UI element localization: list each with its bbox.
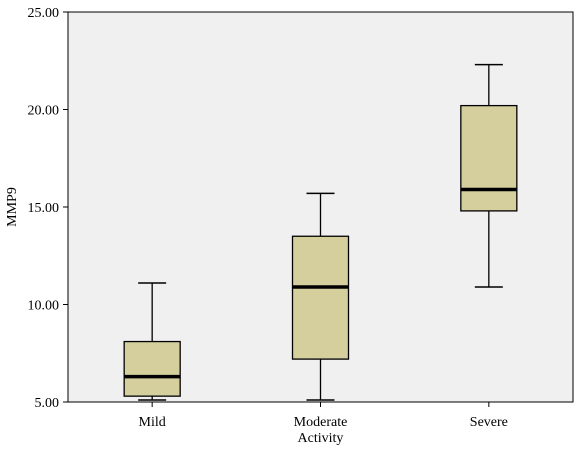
y-tick-label: 5.00: [35, 396, 60, 411]
x-tick-label: Mild: [139, 415, 166, 430]
y-tick-label: 20.00: [28, 104, 60, 119]
interquartile-box: [123, 340, 181, 397]
x-tick-label: Severe: [470, 415, 508, 430]
y-axis-label: MMP9: [5, 187, 20, 227]
y-tick-label: 10.00: [28, 299, 60, 314]
box-2: [291, 192, 350, 401]
box-1: [123, 282, 181, 401]
interquartile-box: [460, 104, 518, 212]
boxes: [123, 63, 518, 401]
x-tick-label: Activity: [298, 431, 344, 446]
y-tick-label: 15.00: [28, 201, 60, 216]
x-tick-label: Moderate: [294, 415, 348, 430]
interquartile-box: [291, 235, 350, 360]
y-axis: 5.00 10.00 15.00 20.00 25.00: [28, 6, 68, 411]
y-tick-label: 25.00: [28, 6, 60, 21]
box-3: [460, 63, 518, 288]
